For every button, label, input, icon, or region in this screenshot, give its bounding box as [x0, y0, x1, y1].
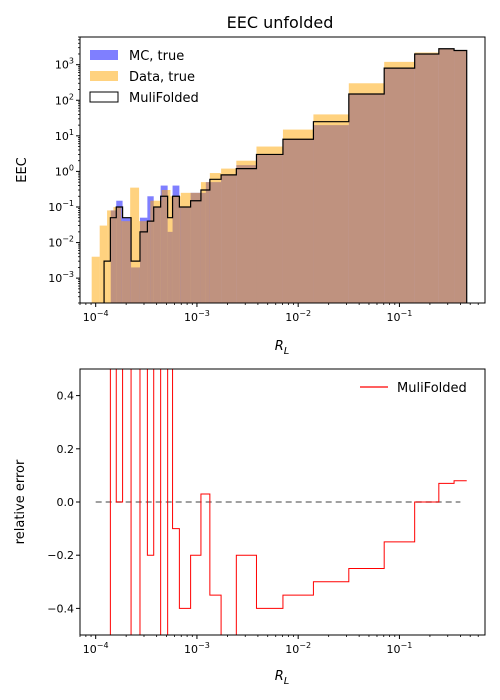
top-bar-data-true-19: [348, 83, 385, 303]
top-legend-label: Data, true: [129, 70, 195, 85]
bottom-legend: MuliFolded: [360, 381, 467, 396]
top-y-tick-label: 10−3: [48, 270, 74, 285]
top-bar-data-true-13: [209, 173, 222, 303]
bottom-legend-label: MuliFolded: [397, 381, 467, 396]
top-legend-swatch: [89, 91, 119, 103]
top-legend-label: MuliFolded: [129, 91, 199, 106]
top-bar-data-true-17: [282, 129, 314, 303]
bottom-x-tick-label: 10−2: [285, 641, 311, 656]
top-bar-data-true-21: [414, 52, 439, 303]
top-legend-label: MC, true: [129, 49, 184, 64]
top-bar-data-true-1: [99, 225, 108, 303]
top-bar-data-true-0: [91, 256, 100, 303]
top-bar-data-true-9: [170, 196, 181, 303]
top-bar-data-true-11: [192, 192, 201, 303]
top-x-axis-label: RL: [275, 339, 290, 357]
bottom-panel: 10−4 10−3 10−2 10−1 −0.4 −0.2 0.0 0.2 0.4 RL rel…: [13, 368, 486, 687]
bottom-x-tick-label: 10−4: [83, 641, 109, 656]
top-y-tick-label: 101: [55, 128, 74, 143]
top-bar-data-true-18: [313, 114, 349, 303]
bottom-x-tick-label: 10−1: [387, 641, 413, 656]
bottom-y-axis-label: relative error: [13, 459, 28, 544]
top-y-tick-label: 103: [55, 57, 74, 72]
bottom-x-axis-label: RL: [275, 669, 290, 687]
top-step-line-mulifolded: [103, 48, 468, 303]
top-bar-data-true-12: [200, 182, 210, 303]
top-bar-data-true-4: [121, 221, 131, 303]
top-x-tick-label: 10−3: [184, 309, 210, 324]
top-y-tick-label: 100: [55, 163, 74, 178]
top-chart-title: EEC unfolded: [227, 13, 334, 32]
bottom-marks: [95, 368, 467, 636]
top-bar-data-true-16: [256, 146, 283, 303]
top-marks: [91, 48, 468, 304]
top-x-tick-label: 10−1: [387, 309, 413, 324]
top-bar-data-true-6: [139, 221, 151, 303]
top-y-tick-label: 10−2: [48, 235, 74, 250]
top-x-tick-label: 10−4: [83, 309, 109, 324]
bottom-y-tick-label: −0.2: [47, 549, 74, 562]
top-legend-swatch: [90, 71, 118, 81]
top-panel: EEC unfolded 10−4 10−3 10−2 10−110−310−210−…: [15, 13, 486, 357]
top-y-axis-label: EEC: [15, 157, 30, 183]
top-legend-swatch: [90, 50, 118, 60]
top-x-tick-label: 10−2: [285, 309, 311, 324]
top-legend: MC, true Data, true MuliFolded: [89, 49, 199, 106]
top-bar-data-true-5: [130, 187, 140, 303]
top-y-tick-label: 102: [55, 92, 74, 107]
top-bar-data-true-22: [438, 48, 455, 303]
bottom-y-tick-label: 0.0: [57, 496, 75, 509]
top-axes: 10−4 10−3 10−2 10−1 10−3 10−2 10−1 100 101 102 103: [48, 36, 479, 324]
bottom-y-tick-label: 0.2: [57, 443, 75, 456]
top-bar-data-true-23: [454, 50, 467, 303]
top-bar-data-true-8: [161, 190, 171, 303]
top-y-tick-label: 10−1: [48, 199, 74, 214]
top-bar-data-true-10: [180, 192, 193, 303]
bottom-y-tick-label: −0.4: [47, 602, 74, 615]
bottom-x-tick-label: 10−3: [184, 641, 210, 656]
top-bar-data-true-3: [113, 206, 122, 303]
top-bar-data-true-20: [384, 61, 415, 304]
bottom-axes: 10−4 10−3 10−2 10−1 −0.4 −0.2 0.0 0.2 0.4: [47, 390, 479, 656]
bottom-y-tick-label: 0.4: [57, 390, 75, 403]
top-bar-data-true-7: [150, 200, 162, 303]
top-bar-data-true-15: [236, 160, 257, 303]
top-bar-data-true-14: [221, 168, 237, 303]
